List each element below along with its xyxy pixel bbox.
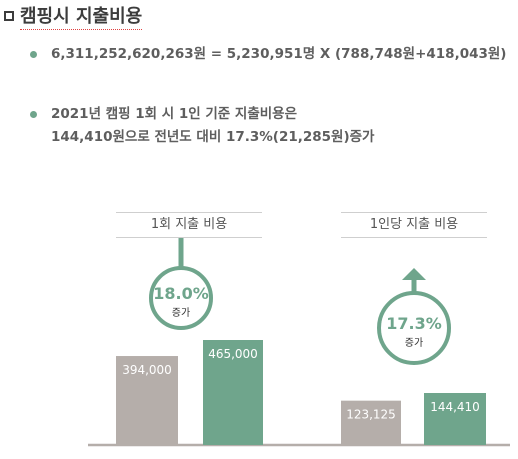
bar [341, 400, 401, 445]
bullet-dot-icon [30, 111, 37, 118]
chart-title-per-person: 1인당 지출 비용 [341, 212, 487, 238]
bullet-text-line: 6,311,252,620,263원 = 5,230,951명 X (788,7… [51, 46, 507, 62]
growth-percent: 18.0% [153, 284, 209, 303]
bullet-item: 6,311,252,620,263원 = 5,230,951명 X (788,7… [30, 43, 506, 66]
chart-title-per-visit: 1회 지출 비용 [116, 212, 262, 238]
page-title-row: 캠핑시 지출비용 [4, 2, 143, 30]
bullet-text-line: 2021년 캠핑 1회 시 1인 기준 지출비용은 [51, 106, 298, 122]
growth-percent: 17.3% [386, 314, 442, 333]
bullet-text-line: 144,410원으로 전년도 대비 17.3%(21,285원)증가 [51, 129, 375, 145]
growth-label: 증가 [172, 307, 190, 319]
bar [203, 340, 263, 445]
bar [424, 393, 486, 445]
bar-value-label: 465,000 [208, 347, 258, 361]
growth-circle [377, 291, 451, 365]
bar-value-label: 394,000 [122, 363, 172, 377]
page-title: 캠핑시 지출비용 [20, 2, 143, 30]
checkbox-square-icon [4, 11, 14, 21]
bar-value-label: 144,410 [430, 400, 480, 414]
bar [116, 356, 178, 445]
bar-value-label: 123,125 [346, 408, 396, 422]
bullet-item: 2021년 캠핑 1회 시 1인 기준 지출비용은 144,410원으로 전년도… [30, 103, 374, 149]
growth-circle [149, 266, 213, 330]
arrow-up-icon [402, 268, 426, 280]
growth-label: 증가 [405, 337, 423, 349]
bullet-dot-icon [30, 51, 37, 58]
